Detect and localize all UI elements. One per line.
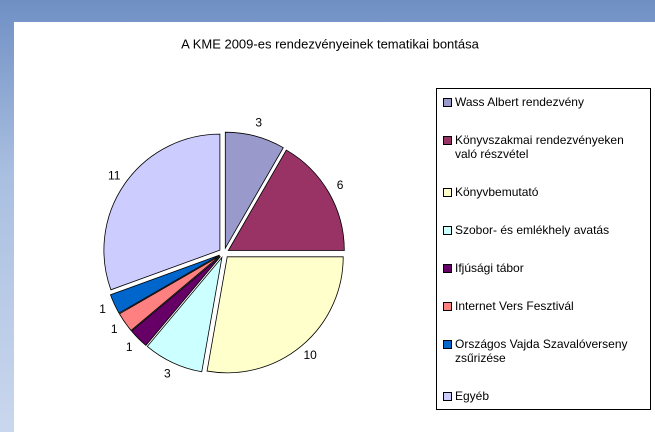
legend-entry: Könyvszakmai rendezvényeken való részvét… [443, 133, 646, 161]
data-label: 1 [126, 340, 133, 354]
legend-entry: Könyvbemutató [443, 185, 646, 199]
legend-entry: Wass Albert rendezvény [443, 95, 646, 109]
data-label: 10 [303, 348, 317, 362]
legend-label: Szobor- és emlékhely avatás [455, 223, 610, 237]
legend-label: Könyvbemutató [455, 185, 539, 199]
legend-swatch [443, 136, 452, 145]
legend-entry: Egyéb [443, 389, 646, 403]
legend-label: Wass Albert rendezvény [455, 95, 584, 109]
data-label: 6 [337, 178, 344, 192]
data-label: 1 [111, 322, 118, 336]
pie-slice [131, 256, 221, 346]
legend-label: Egyéb [455, 389, 490, 403]
legend-swatch [443, 264, 452, 273]
pie-slice [118, 255, 221, 331]
legend-swatch [443, 98, 452, 107]
legend-entry: Országos Vajda Szavalóverseny zsűrizése [443, 337, 646, 365]
legend-label: Internet Vers Fesztivál [455, 299, 574, 313]
legend-label: Országos Vajda Szavalóverseny zsűrizése [455, 337, 628, 365]
legend-swatch [443, 340, 452, 349]
legend-swatch [443, 302, 452, 311]
pie-slice [227, 149, 345, 251]
legend: Wass Albert rendezvény Könyvszakmai rende… [436, 88, 651, 410]
data-label: 1 [99, 302, 106, 316]
data-label: 11 [108, 168, 121, 182]
pie-slice [146, 256, 223, 373]
legend-label: Könyvszakmai rendezvényeken való részvét… [455, 133, 624, 161]
pie-slice [109, 254, 220, 314]
pie-slice [103, 133, 221, 291]
legend-swatch [443, 188, 452, 197]
data-label: 3 [255, 116, 262, 130]
chart-title: A KME 2009-es rendezvényeinek tematikai … [181, 36, 480, 51]
pie-slice [206, 256, 344, 374]
legend-entry: Szobor- és emlékhely avatás [443, 223, 646, 237]
legend-swatch [443, 392, 452, 401]
legend-entry: Internet Vers Fesztivál [443, 299, 646, 313]
legend-label: Ifjúsági tábor [455, 261, 524, 275]
pie-slice [224, 131, 284, 250]
legend-swatch [443, 226, 452, 235]
data-label: 3 [164, 367, 171, 381]
legend-entry: Ifjúsági tábor [443, 261, 646, 275]
